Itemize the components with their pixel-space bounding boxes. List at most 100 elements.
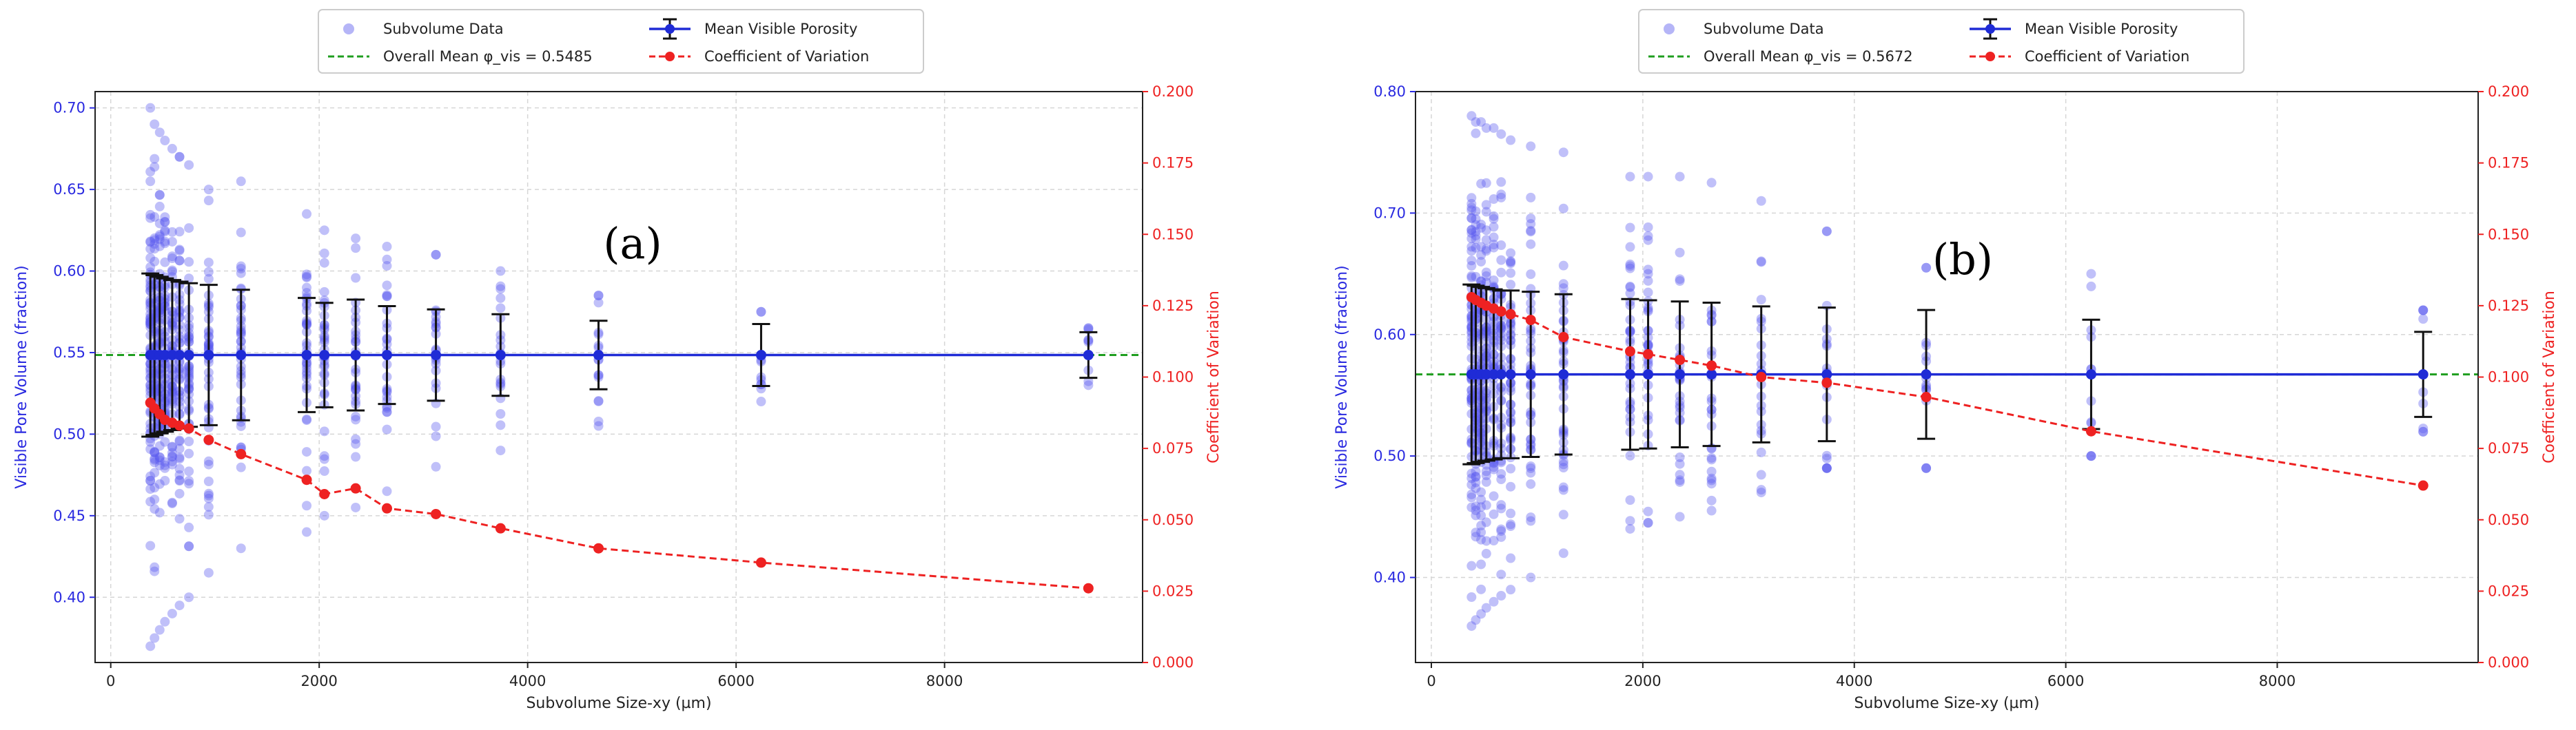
mean-porosity-marker — [1495, 369, 1506, 380]
subvolume-data-point — [319, 454, 329, 464]
subvolume-data-point — [1489, 462, 1499, 472]
subvolume-data-point — [150, 483, 160, 493]
subvolume-data-point — [167, 451, 177, 461]
subvolume-data-point — [495, 281, 506, 291]
subvolume-points — [1466, 111, 2429, 632]
subvolume-data-point — [1466, 233, 1477, 244]
y2-tick-label: 0.150 — [2488, 226, 2529, 242]
subvolume-data-point — [1558, 260, 1568, 271]
y2-tick-label: 0.025 — [1152, 583, 1194, 599]
mean-porosity-marker — [301, 350, 312, 361]
subvolume-data-point — [382, 486, 392, 497]
subvolume-data-point — [150, 468, 160, 478]
subvolume-data-point — [302, 501, 312, 511]
subvolume-data-point — [431, 461, 441, 472]
subvolume-data-point — [1643, 231, 1653, 241]
subvolume-data-point — [1643, 518, 1653, 528]
y-tick-label: 0.60 — [53, 263, 85, 280]
mean-porosity-marker — [1643, 369, 1654, 380]
legend-swatch-cv-marker — [1985, 52, 1995, 61]
subvolume-data-point — [1526, 269, 1536, 280]
subvolume-data-point — [1756, 485, 1766, 495]
subvolume-data-point — [174, 601, 185, 611]
subvolume-data-point — [1506, 135, 1516, 145]
y2-tick-label: 0.000 — [2488, 654, 2529, 671]
subvolume-data-point — [203, 456, 214, 466]
mean-porosity-marker — [1921, 369, 1932, 380]
subvolume-data-point — [167, 497, 177, 508]
subvolume-data-point — [1466, 228, 1477, 238]
subvolume-data-point — [174, 152, 185, 162]
subvolume-data-point — [2418, 426, 2429, 437]
subvolume-data-point — [184, 466, 194, 477]
subvolume-data-point — [1476, 178, 1486, 189]
subvolume-data-point — [174, 245, 185, 255]
subvolume-data-point — [1526, 463, 1536, 473]
subvolume-data-point — [150, 566, 160, 576]
cv-marker — [174, 420, 185, 431]
subvolume-data-point — [1481, 466, 1491, 477]
subvolume-data-point — [160, 217, 170, 227]
subvolume-data-point — [1481, 267, 1491, 278]
subvolume-data-point — [495, 293, 506, 303]
subvolume-data-point — [1489, 491, 1499, 501]
y2-tick-label: 0.075 — [2488, 440, 2529, 457]
subvolume-data-point — [1526, 141, 1536, 152]
subvolume-data-point — [174, 476, 185, 486]
subvolume-data-point — [203, 196, 214, 206]
subvolume-data-point — [319, 286, 329, 297]
subvolume-data-point — [236, 543, 246, 554]
subvolume-data-point — [1476, 534, 1486, 545]
y-tick-label: 0.80 — [1373, 83, 1406, 100]
subvolume-data-point — [382, 407, 392, 417]
subvolume-data-point — [2086, 451, 2096, 461]
subvolume-data-point — [1466, 479, 1477, 490]
subvolume-data-point — [495, 408, 506, 419]
subvolume-data-point — [160, 476, 170, 486]
subvolume-data-point — [495, 446, 506, 456]
subvolume-data-point — [1496, 189, 1506, 200]
subvolume-data-point — [1466, 473, 1477, 483]
subvolume-data-point — [1471, 615, 1481, 625]
legend-swatch-mean-marker — [1985, 24, 1995, 34]
subvolume-data-point — [1476, 559, 1486, 570]
subvolume-data-point — [1756, 256, 1766, 267]
subvolume-data-point — [382, 291, 392, 302]
y2-axis-label: Coefficient of Variation — [2541, 291, 2558, 463]
subvolume-data-point — [145, 471, 156, 481]
subvolume-data-point — [1471, 231, 1481, 241]
cv-marker — [350, 483, 361, 494]
subvolume-data-point — [150, 633, 160, 643]
cv-marker — [1921, 392, 1932, 403]
subvolume-data-point — [1675, 276, 1685, 286]
subvolume-data-point — [1558, 147, 1568, 158]
subvolume-data-point — [1496, 500, 1506, 510]
cv-marker — [1756, 372, 1767, 382]
subvolume-data-point — [351, 434, 361, 444]
panel-label: (a) — [603, 218, 662, 269]
subvolume-data-point — [1558, 203, 1568, 213]
subvolume-data-point — [2418, 424, 2429, 434]
subvolume-data-point — [1558, 459, 1568, 470]
subvolume-data-point — [1506, 519, 1516, 530]
mean-porosity-marker — [1624, 369, 1635, 380]
cv-marker — [319, 488, 330, 499]
x-tick-label: 8000 — [926, 673, 963, 689]
subvolume-data-point — [593, 416, 604, 426]
subvolume-data-point — [1466, 621, 1477, 632]
subvolume-data-point — [145, 244, 156, 254]
subvolume-data-point — [160, 463, 170, 473]
cv-marker — [1706, 360, 1717, 371]
subvolume-data-point — [1471, 271, 1481, 282]
subvolume-data-point — [1756, 488, 1766, 498]
subvolume-data-point — [1921, 463, 1932, 473]
mean-porosity-marker — [1821, 369, 1832, 380]
subvolume-data-point — [1083, 380, 1094, 390]
subvolume-data-point — [1625, 171, 1635, 182]
subvolume-data-point — [145, 213, 156, 223]
mean-porosity-marker — [183, 350, 194, 361]
subvolume-data-point — [319, 510, 329, 521]
subvolume-data-point — [1471, 234, 1481, 244]
subvolume-data-point — [1821, 463, 1832, 473]
cv-marker — [381, 503, 392, 514]
